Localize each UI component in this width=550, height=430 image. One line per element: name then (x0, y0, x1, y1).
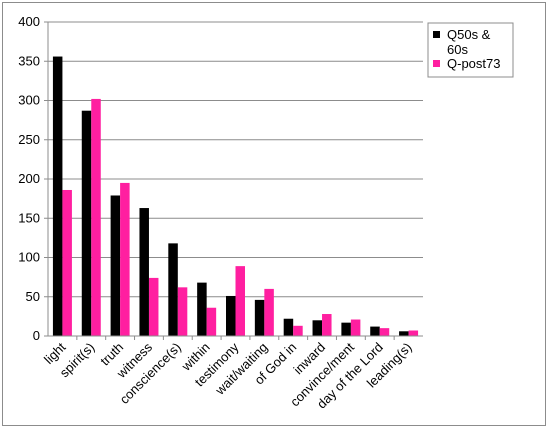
bar-q-post73 (379, 328, 390, 336)
bar-q50s-60s (283, 318, 294, 336)
legend-swatch (433, 60, 440, 67)
bar-q-post73 (293, 325, 303, 336)
axes (47, 22, 423, 340)
bar-q-post73 (350, 319, 361, 336)
legend-swatch (433, 31, 440, 38)
y-tick-label: 300 (18, 93, 40, 108)
y-tick-label: 0 (33, 328, 40, 343)
y-tick-label: 150 (18, 210, 40, 225)
y-tick-label: 250 (18, 132, 40, 147)
bar-q-post73 (91, 98, 101, 337)
legend-box (427, 22, 514, 78)
legend-entry: Q50s & (447, 27, 491, 42)
bar-q50s-60s (139, 208, 149, 336)
y-tick-labels: 0 50 100 150 200 250 300 350 400 (18, 14, 40, 343)
y-tick-label: 200 (18, 171, 40, 186)
bar-q50s-60s (254, 299, 265, 336)
y-tick-label: 100 (18, 250, 40, 265)
bar-q-post73 (322, 314, 332, 336)
y-tick-label: 400 (18, 14, 40, 29)
bar-q50s-60s (81, 110, 92, 336)
bar-q-post73 (264, 288, 274, 336)
legend-entry: Q-post73 (447, 56, 500, 71)
y-tick-label: 50 (26, 289, 40, 304)
bar-q-post73 (177, 287, 188, 336)
bar-q-post73 (235, 266, 245, 336)
legend-entry: 60s (447, 42, 468, 57)
bar-q-post73 (408, 330, 419, 336)
y-tick-label: 350 (18, 53, 40, 68)
bar-q50s-60s (370, 326, 380, 336)
bar-q-post73 (148, 277, 159, 336)
bar-q50s-60s (399, 331, 409, 336)
bar-q-post73 (206, 307, 217, 336)
bar-q50s-60s (197, 282, 207, 336)
bar-q-post73 (120, 182, 130, 336)
bar-q50s-60s (312, 320, 323, 336)
bars (52, 56, 419, 337)
bar-q50s-60s (110, 195, 121, 336)
grid-lines (44, 21, 423, 337)
bar-q-post73 (62, 189, 72, 336)
bar-q50s-60s (52, 56, 63, 336)
bar-q50s-60s (341, 322, 351, 336)
bar-q50s-60s (168, 243, 178, 336)
bar-q50s-60s (226, 295, 236, 336)
